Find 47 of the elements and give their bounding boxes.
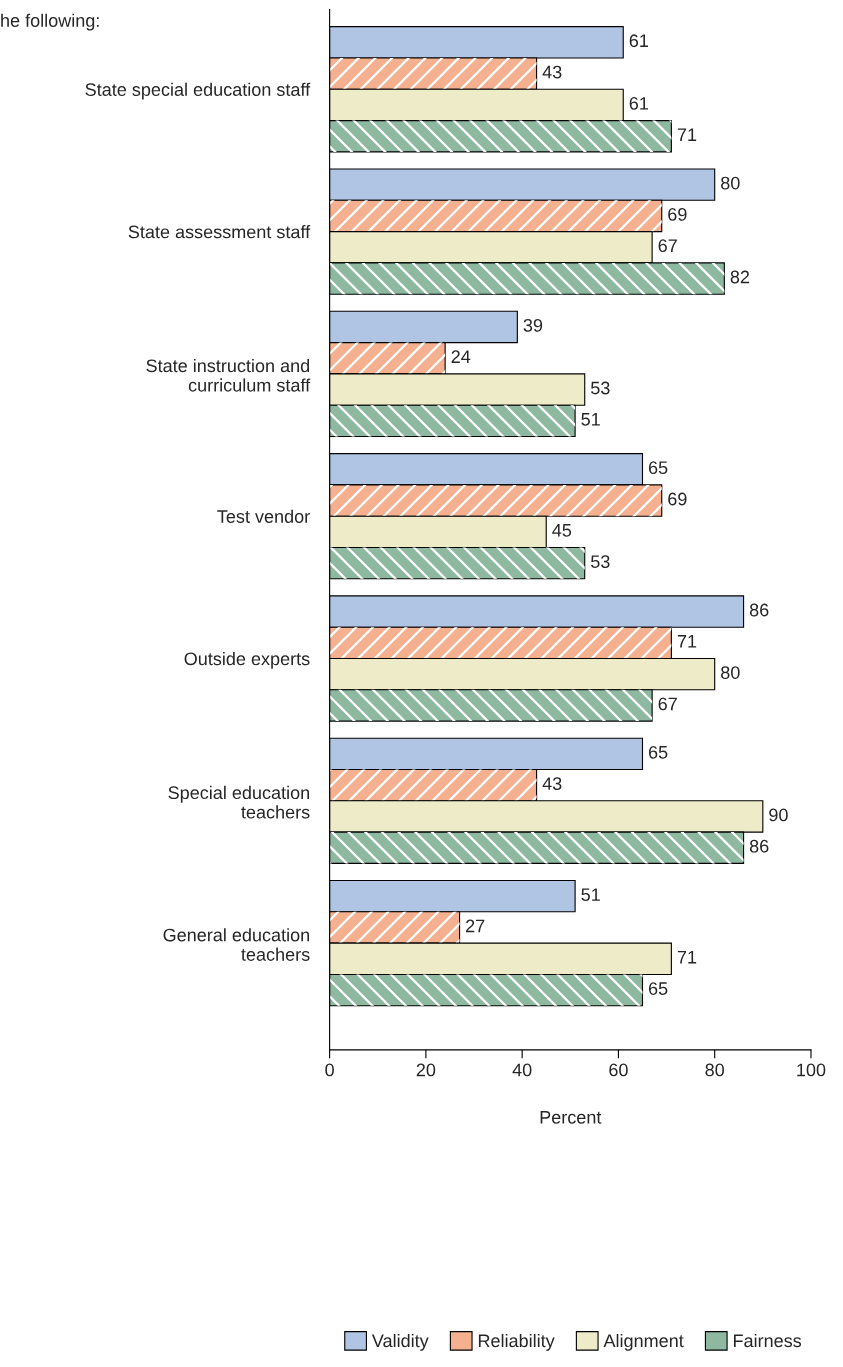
y-tick-label: Special education teachers xyxy=(168,785,310,819)
data-label: 71 xyxy=(677,635,697,648)
text: he following: xyxy=(1,13,99,31)
legend-label: Alignment xyxy=(603,1333,684,1351)
data-label: 86 xyxy=(749,839,769,853)
x-axis-title: Percent xyxy=(540,1111,602,1124)
data-label: 27 xyxy=(466,919,485,933)
data-label: 43 xyxy=(542,65,562,79)
y-tick-label: Test vendor xyxy=(217,509,310,523)
legend-label: Reliability xyxy=(478,1333,555,1351)
data-label: 61 xyxy=(629,34,648,48)
data-label: 67 xyxy=(658,239,677,253)
y-tick-label: State instruction and curriculum staff xyxy=(146,358,311,392)
data-label: 53 xyxy=(591,555,610,568)
data-label: 65 xyxy=(648,745,668,759)
data-label: 61 xyxy=(629,96,648,110)
data-label: 90 xyxy=(769,808,788,822)
x-tick-label: 20 xyxy=(416,1063,436,1077)
data-label: 71 xyxy=(677,128,697,141)
data-label: 24 xyxy=(451,350,471,363)
data-label: 43 xyxy=(542,777,562,791)
legend-label: Validity xyxy=(371,1333,429,1351)
y-tick-label: Outside experts xyxy=(184,651,310,669)
data-label: 69 xyxy=(668,492,687,506)
x-tick-label: 0 xyxy=(325,1063,334,1077)
data-label: 51 xyxy=(581,888,600,902)
data-label: 86 xyxy=(749,603,769,617)
data-label: 39 xyxy=(523,318,543,332)
data-label: 67 xyxy=(658,697,677,711)
x-tick-label: 60 xyxy=(609,1063,628,1077)
data-label: 71 xyxy=(677,951,697,964)
data-label: 53 xyxy=(591,381,610,395)
legend-label: Fairness xyxy=(733,1333,802,1348)
data-label: 69 xyxy=(668,207,687,221)
data-label: 65 xyxy=(648,982,668,995)
data-label: 82 xyxy=(730,270,750,284)
data-label: 80 xyxy=(721,176,740,190)
y-tick-label: State assessment staff xyxy=(128,225,311,239)
data-label: 65 xyxy=(648,461,668,475)
data-label: 51 xyxy=(581,413,600,426)
x-tick-label: 100 xyxy=(797,1063,826,1077)
x-tick-label: 40 xyxy=(512,1063,532,1077)
data-label: 45 xyxy=(552,524,572,537)
y-tick-label: General education teachers xyxy=(163,928,310,961)
data-label: 80 xyxy=(721,666,740,679)
y-tick-label: State special education staff xyxy=(85,82,311,100)
x-tick-label: 80 xyxy=(705,1063,725,1077)
